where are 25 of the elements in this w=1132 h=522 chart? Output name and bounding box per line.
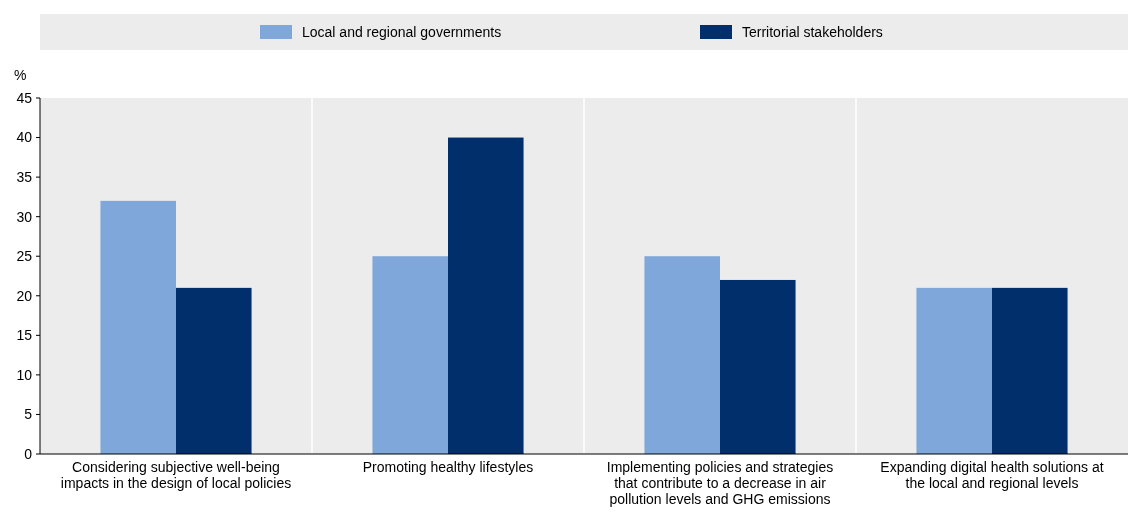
y-tick-label: 40 xyxy=(16,129,33,146)
y-tick-label: 15 xyxy=(16,327,33,344)
y-tick-label: 20 xyxy=(16,287,33,304)
bar xyxy=(372,256,448,454)
y-tick-label: 5 xyxy=(24,406,33,423)
bar xyxy=(448,137,524,454)
legend-label: Local and regional governments xyxy=(302,23,502,40)
y-tick-label: 10 xyxy=(16,366,33,383)
bar xyxy=(992,287,1068,454)
y-tick-label: 25 xyxy=(16,248,33,265)
y-tick-label: 0 xyxy=(24,445,33,462)
bar xyxy=(644,256,720,454)
legend-label: Territorial stakeholders xyxy=(742,23,883,40)
y-tick-label: 30 xyxy=(16,208,33,225)
x-tick-label: Implementing policies and strategies that contribute to a decrease in air pollution levels and GHG emissions xyxy=(606,459,834,507)
bar xyxy=(720,279,796,454)
x-tick-label: Promoting healthy lifestyles xyxy=(362,459,534,475)
bar xyxy=(916,287,992,454)
y-tick-label: 35 xyxy=(16,169,33,186)
y-tick-label: 45 xyxy=(16,89,33,106)
x-tick-label: Considering subjective well-being impacts in the design of local policies xyxy=(60,459,292,491)
x-tick-label: Expanding digital health solutions at the local and regional levels xyxy=(880,459,1104,491)
bar xyxy=(100,200,176,454)
y-axis-title: % xyxy=(14,67,27,83)
bar xyxy=(176,287,252,454)
